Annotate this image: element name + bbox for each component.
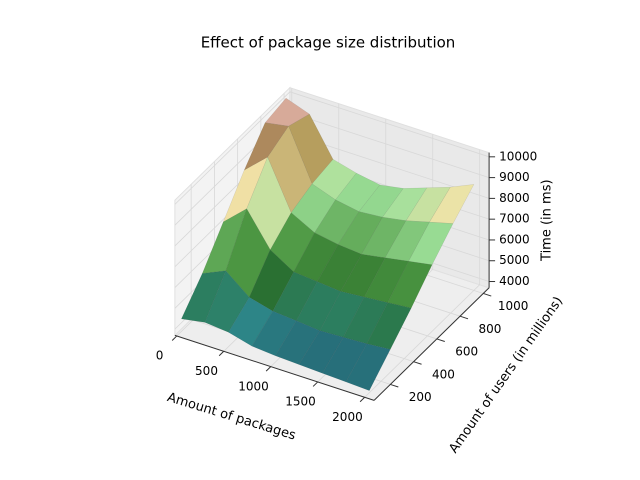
surface-patch (288, 113, 334, 185)
y-tick-label: 400 (432, 367, 455, 381)
grid-line (364, 284, 480, 398)
x-tick-label: 1000 (238, 379, 269, 393)
y-axis-line (373, 287, 490, 401)
surface-patch (387, 261, 433, 309)
tick-mark (171, 335, 178, 341)
grid-line (289, 91, 490, 158)
z-tick-label: 7000 (499, 212, 530, 226)
tick-mark (483, 292, 492, 297)
grid-line (174, 91, 291, 205)
y-tick-label: 200 (409, 390, 432, 404)
tick-mark (265, 366, 272, 372)
y-tick-label: 800 (478, 322, 501, 336)
tick-mark (218, 350, 225, 357)
y-tick-label: 1000 (498, 299, 529, 313)
y-tick-label: 600 (455, 345, 478, 359)
tick-mark (436, 338, 445, 343)
tick-mark (459, 315, 469, 320)
z-tick-label: 4000 (499, 274, 530, 288)
tick-mark (413, 361, 422, 365)
x-tick-label: 500 (195, 364, 218, 378)
z-tick-label: 9000 (499, 170, 530, 184)
tick-mark (390, 383, 399, 388)
z-tick-label: 8000 (499, 191, 530, 205)
tick-mark (312, 381, 319, 387)
x-tick-label: 1500 (285, 395, 316, 409)
z-axis-label: Time (in ms) (540, 179, 555, 262)
z-tick-label: 5000 (499, 253, 530, 267)
x-axis-line (174, 334, 375, 401)
surface (181, 97, 475, 391)
x-tick-label: 2000 (332, 410, 363, 424)
y-axis-label: Amount of users (in millions) (446, 294, 566, 456)
tick-mark (359, 396, 366, 403)
chart-title: Effect of package size distribution (201, 34, 456, 52)
grid-line (289, 112, 490, 178)
x-tick-label: 0 (156, 349, 164, 363)
x-axis-label: Amount of packages (165, 390, 297, 443)
surface-patch (345, 343, 391, 391)
z-tick-label: 10000 (499, 149, 537, 163)
z-tick-label: 6000 (499, 232, 530, 246)
